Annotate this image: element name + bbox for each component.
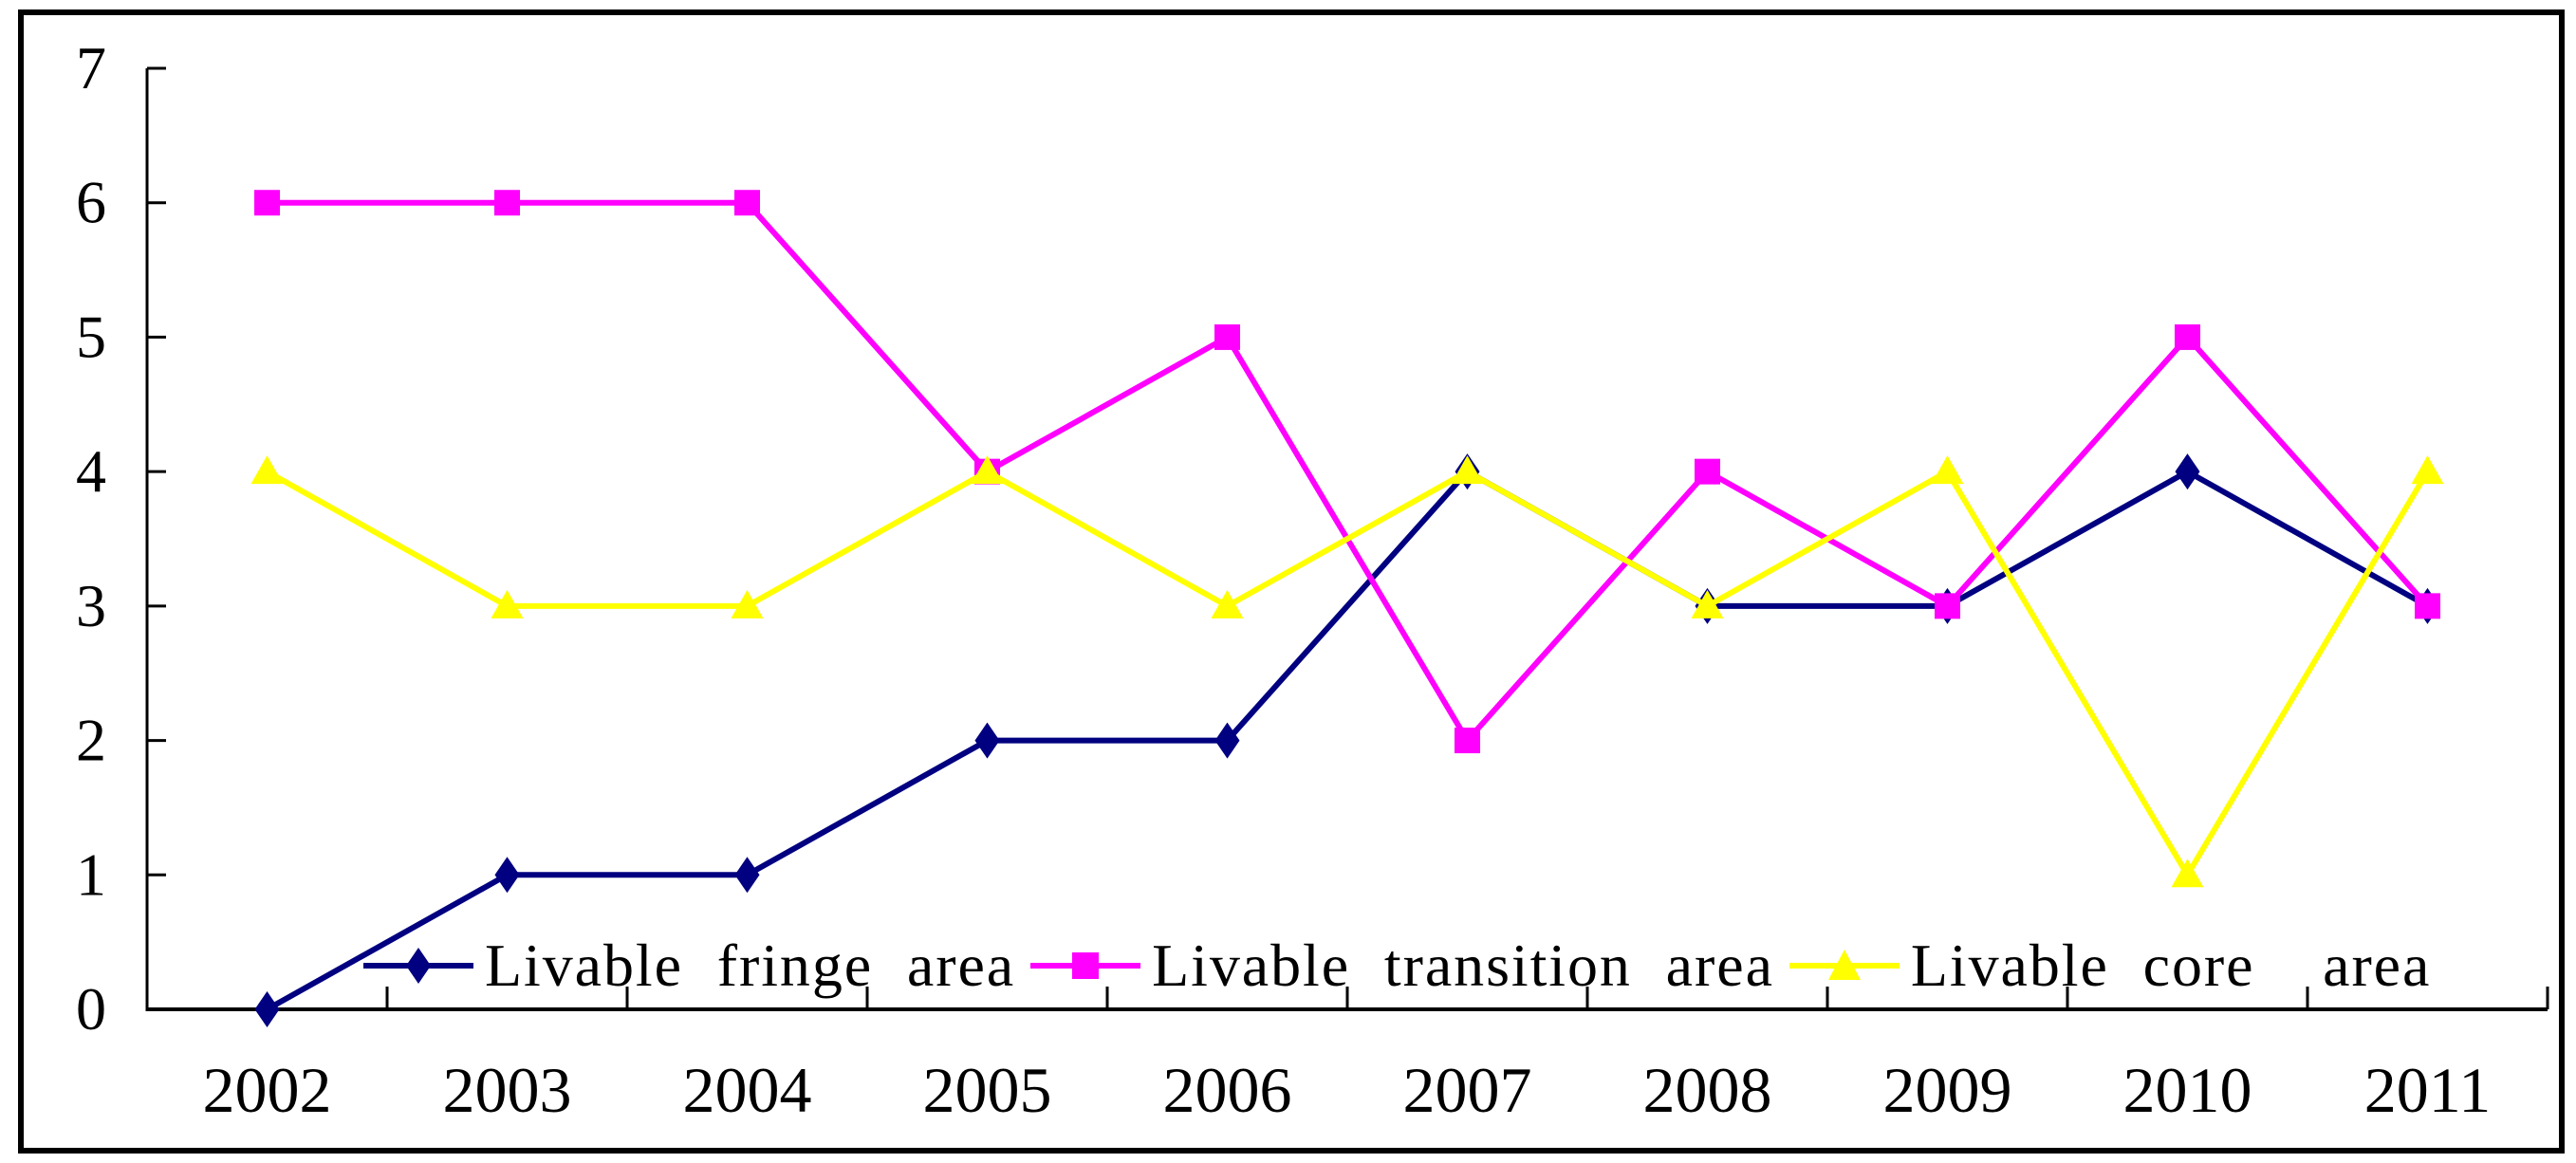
x-axis-tick-label: 2006 bbox=[1163, 1054, 1292, 1126]
line-livable-fringe-area bbox=[266, 468, 2429, 1012]
marker-triangle-livable-core-area bbox=[1451, 455, 1484, 485]
marker-square-livable-transition-area bbox=[254, 190, 280, 216]
marker-triangle-livable-core-area bbox=[1931, 455, 1964, 485]
marker-square-livable-transition-area bbox=[734, 190, 760, 216]
legend-label-core: Livable core area bbox=[1910, 932, 2432, 999]
marker-square-livable-transition-area bbox=[1455, 728, 1480, 754]
legend-item-fringe: Livable fringe area bbox=[363, 931, 1015, 1001]
legend-label-transition: Livable transition area bbox=[1152, 932, 1774, 999]
x-axis-tick-label: 2004 bbox=[683, 1054, 812, 1126]
y-axis-tick-label: 6 bbox=[76, 169, 106, 236]
marker-diamond-livable-fringe-area bbox=[1214, 722, 1240, 759]
y-axis-tick-label: 0 bbox=[76, 975, 106, 1043]
marker-triangle-livable-core-area bbox=[250, 455, 284, 485]
y-axis-tick-label: 2 bbox=[76, 707, 106, 774]
marker-diamond-livable-fringe-area bbox=[734, 857, 760, 894]
marker-triangle-livable-core-area bbox=[971, 455, 1004, 485]
diamond-icon bbox=[406, 948, 431, 984]
marker-diamond-livable-fringe-area bbox=[494, 857, 520, 894]
line-livable-core-area bbox=[266, 468, 2431, 881]
x-axis-tick-label: 2003 bbox=[443, 1054, 572, 1126]
legend-marker-fringe bbox=[363, 948, 473, 984]
marker-square-livable-transition-area bbox=[1935, 593, 1960, 619]
triangle-icon bbox=[1827, 950, 1861, 980]
marker-square-livable-transition-area bbox=[494, 190, 520, 216]
x-axis-tick-label: 2009 bbox=[1883, 1054, 2012, 1126]
marker-triangle-livable-core-area bbox=[731, 589, 764, 618]
line-livable-transition-area bbox=[267, 199, 2430, 746]
square-icon bbox=[1072, 952, 1100, 979]
marker-square-livable-transition-area bbox=[2415, 593, 2440, 619]
marker-triangle-livable-core-area bbox=[1211, 589, 1244, 618]
marker-triangle-livable-core-area bbox=[1691, 589, 1724, 618]
x-axis-tick-label: 2002 bbox=[203, 1054, 332, 1126]
x-axis-tick-label: 2005 bbox=[923, 1054, 1052, 1126]
x-axis-tick-label: 2008 bbox=[1643, 1054, 1772, 1126]
y-axis-tick-label: 7 bbox=[76, 34, 106, 102]
y-axis-tick-label: 5 bbox=[76, 303, 106, 370]
marker-triangle-livable-core-area bbox=[2411, 455, 2444, 485]
y-axis-tick-label: 4 bbox=[76, 437, 106, 505]
legend-marker-transition bbox=[1030, 952, 1141, 979]
marker-triangle-livable-core-area bbox=[491, 589, 524, 618]
legend-label-fringe: Livable fringe area bbox=[485, 932, 1016, 999]
marker-square-livable-transition-area bbox=[2175, 323, 2200, 350]
marker-triangle-livable-core-area bbox=[2171, 858, 2204, 888]
x-axis-tick-label: 2011 bbox=[2364, 1054, 2491, 1126]
marker-diamond-livable-fringe-area bbox=[2175, 453, 2200, 490]
marker-square-livable-transition-area bbox=[1695, 458, 1720, 485]
marker-diamond-livable-fringe-area bbox=[974, 722, 1000, 759]
x-axis-tick-label: 2010 bbox=[2123, 1054, 2252, 1126]
chart-legend: Livable fringe area Livable transition a… bbox=[363, 931, 2431, 1001]
legend-item-transition: Livable transition area bbox=[1030, 931, 1774, 1001]
outer-border-frame bbox=[18, 9, 2565, 1154]
y-axis-tick-label: 1 bbox=[76, 840, 106, 908]
marker-square-livable-transition-area bbox=[1214, 323, 1240, 350]
marker-diamond-livable-fringe-area bbox=[254, 991, 280, 1027]
y-axis-tick-label: 3 bbox=[76, 572, 106, 639]
legend-item-core: Livable core area bbox=[1788, 931, 2432, 1001]
x-axis-tick-label: 2007 bbox=[1403, 1054, 1532, 1126]
legend-marker-core bbox=[1788, 950, 1900, 980]
